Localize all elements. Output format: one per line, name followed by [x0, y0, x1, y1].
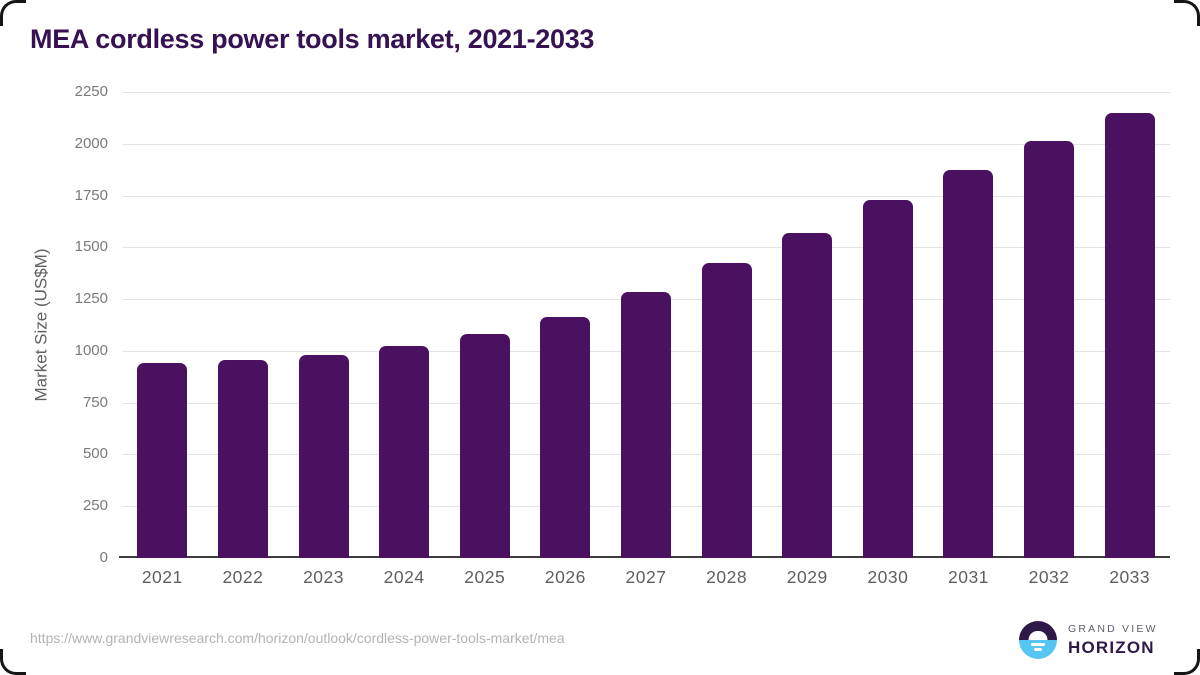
bar-2033 [1104, 112, 1155, 558]
bar-2032 [1024, 140, 1075, 558]
x-tick-label-2021: 2021 [141, 567, 183, 587]
x-tick-label-2032: 2032 [1028, 567, 1070, 587]
x-tick-label-2030: 2030 [867, 567, 909, 587]
bar-2022 [217, 360, 268, 558]
logo-text-block: GRAND VIEW HORIZON [1068, 623, 1158, 658]
bar-2023 [298, 355, 349, 558]
water-line-2 [1034, 648, 1042, 651]
bar-2029 [782, 232, 833, 558]
y-axis-tick-labels: 0 250 500 750 1000 1250 1500 1750 2000 2250 [0, 83, 108, 566]
gridline-1750 [122, 195, 1170, 197]
y-tick-label-1750: 1750 [74, 186, 108, 204]
logo-text-grand-view: GRAND VIEW [1068, 622, 1158, 635]
horizon-sunrise-icon [1019, 621, 1057, 659]
bar-2027 [621, 291, 671, 558]
bar-2028 [701, 262, 752, 558]
y-tick-label-1250: 1250 [74, 290, 108, 308]
bar-2024 [379, 345, 430, 558]
bar-2031 [943, 169, 994, 558]
x-axis-labels: 2021 2022 2023 2024 2025 2026 2027 2028 2029 2030… [122, 567, 1170, 591]
gridline-1500 [122, 247, 1170, 249]
bar-2025 [459, 334, 510, 558]
x-tick-label-2029: 2029 [786, 567, 828, 587]
logo-text-horizon: HORIZON [1068, 637, 1155, 657]
gridline-2250 [122, 92, 1170, 93]
y-tick-label-250: 250 [82, 497, 108, 515]
y-tick-label-2250: 2250 [74, 83, 108, 100]
x-tick-label-2027: 2027 [625, 567, 667, 587]
grand-view-horizon-logo: GRAND VIEW HORIZON [1019, 621, 1158, 659]
y-tick-label-0: 0 [99, 549, 108, 566]
bar-chart-plot [119, 92, 1170, 558]
x-tick-label-2025: 2025 [464, 567, 506, 587]
y-tick-label-1000: 1000 [74, 341, 108, 359]
x-tick-label-2028: 2028 [706, 567, 748, 587]
x-tick-label-2022: 2022 [222, 567, 264, 587]
x-tick-label-2026: 2026 [544, 567, 586, 587]
x-tick-label-2031: 2031 [947, 567, 989, 587]
card-corner-top-right [1174, 0, 1200, 26]
bar-2030 [862, 199, 913, 558]
y-tick-label-1500: 1500 [74, 238, 108, 256]
bar-2026 [540, 316, 591, 558]
source-url: https://www.grandviewresearch.com/horizo… [30, 630, 565, 646]
y-tick-label-500: 500 [82, 445, 108, 463]
card-corner-bottom-left [0, 649, 26, 675]
gridline-2000 [122, 143, 1170, 145]
x-tick-label-2024: 2024 [383, 567, 425, 587]
y-tick-label-750: 750 [82, 393, 108, 411]
bar-2021 [137, 363, 188, 558]
sunrise-arch-shape [1028, 631, 1048, 640]
water-line-1 [1031, 643, 1045, 646]
card-corner-top-left [0, 0, 26, 26]
chart-title: MEA cordless power tools market, 2021-20… [30, 24, 595, 54]
x-tick-label-2023: 2023 [303, 567, 344, 587]
card-corner-bottom-right [1174, 649, 1200, 675]
y-tick-label-2000: 2000 [74, 134, 108, 152]
x-tick-label-2033: 2033 [1109, 567, 1151, 587]
